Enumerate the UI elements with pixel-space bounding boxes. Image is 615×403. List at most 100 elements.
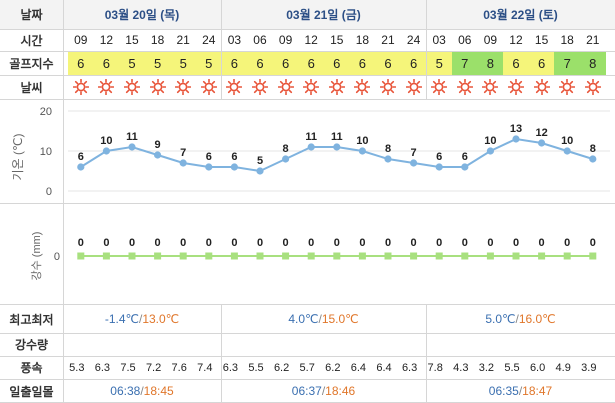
day-2-min-max: 4.0℃/15.0℃ (288, 312, 359, 326)
temperature-value-label: 6 (231, 151, 237, 163)
wind-speed-cell: 6.3 (94, 361, 111, 374)
rainfall-label: 강수량 (14, 338, 49, 352)
day-2-date: 03월 21일 (금) (286, 8, 361, 22)
column-divider (63, 0, 64, 403)
precipitation-value-label: 0 (436, 237, 442, 249)
golf-index-cell: 6 (68, 51, 94, 75)
date-header-row: 날짜 03월 20일 (목) 03월 21일 (금) 03월 22일 (토) (0, 0, 615, 29)
precipitation-point (589, 252, 597, 260)
wind-speed-cell: 6.2 (273, 361, 290, 374)
weather-cell (298, 75, 324, 99)
precipitation-point (256, 252, 264, 260)
temperature-axis-label: 기온 (℃) (11, 134, 25, 181)
temperature-chart: 기온 (℃) 0 10 20 6 10 11 9 7 6 6 5 8 11 11 10 8 7 6 6 10 13 12 1… (11, 106, 610, 198)
temperature-point (486, 147, 494, 155)
hour-cell: 09 (483, 33, 498, 47)
hour-cell: 12 (509, 33, 523, 47)
sun-icon (405, 79, 422, 95)
sun-icon (123, 79, 140, 95)
temperature-point (230, 163, 238, 171)
sun-icon (149, 79, 166, 95)
sun-icon (175, 79, 192, 95)
wind-speed-cell: 5.3 (69, 361, 85, 374)
temperature-point (128, 143, 136, 151)
wind-speed-cell: 5.7 (299, 361, 315, 374)
temperature-point (102, 147, 110, 155)
day-1-sun-times: 06:38/18:45 (110, 384, 174, 398)
hour-cell: 06 (253, 33, 267, 47)
golf-index-cell: 6 (324, 51, 350, 75)
day-2-sunset: 18:46 (325, 384, 356, 398)
day-3-sunrise: 06:35 (488, 384, 519, 398)
weather-cell (452, 75, 478, 99)
weather-cell (375, 75, 401, 99)
precipitation-point (538, 252, 546, 260)
temperature-point (77, 163, 85, 171)
precipitation-value-label: 0 (411, 237, 417, 249)
golf-index-cell: 5 (119, 51, 145, 75)
temperature-point (384, 155, 392, 163)
temperature-point (358, 147, 366, 155)
day-3-sun-times: 06:35/18:47 (488, 384, 553, 398)
weather-cell (503, 75, 529, 99)
precipitation-value-label: 0 (78, 237, 84, 249)
temperature-value-label: 8 (385, 143, 391, 155)
golf-index-cell: 5 (144, 51, 171, 75)
sun-icon (482, 79, 499, 95)
day-1-min-max: -1.4℃/13.0℃ (104, 312, 180, 326)
row-divider (0, 29, 615, 30)
row-divider (0, 75, 615, 76)
temperature-value-label: 12 (535, 127, 547, 139)
golf-index-cell: 6 (272, 51, 299, 75)
time-row: 시간 09 12 15 18 21 24 03 06 09 12 15 18 21 24 03 06 09 12 1… (0, 29, 615, 51)
precipitation-point (563, 252, 571, 260)
wind-speed-cell: 7.6 (171, 361, 187, 374)
row-divider (0, 203, 615, 204)
precipitation-value-label: 0 (334, 237, 340, 249)
day-1-sunrise: 06:38 (110, 384, 141, 398)
day-1-min: -1.4℃ (104, 312, 139, 326)
row-divider (0, 356, 615, 357)
hour-cell: 09 (278, 33, 293, 47)
precipitation-point (282, 252, 290, 260)
precipitation-value-label: 0 (539, 237, 545, 249)
wind-speed-cell: 6.4 (376, 361, 392, 374)
precipitation-point (179, 252, 187, 260)
precipitation-value-label: 0 (103, 237, 109, 249)
wind-speed-cell: 4.9 (555, 361, 571, 374)
min-max-label: 최고최저 (9, 312, 54, 327)
sun-icon (431, 79, 448, 95)
row-divider (0, 379, 615, 380)
precipitation-value-label: 0 (385, 237, 391, 249)
min-max-row: 최고최저 -1.4℃/13.0℃ 4.0℃/15.0℃ 5.0℃/16.0℃ (0, 305, 615, 333)
precipitation-point (435, 252, 443, 260)
temp-tick-label: 0 (46, 186, 52, 198)
day-3-date: 03월 22일 (토) (483, 8, 558, 22)
precipitation-value-label: 0 (487, 237, 493, 249)
day-1-date: 03월 20일 (목) (104, 8, 180, 22)
day-3-max: 16.0℃ (518, 312, 556, 326)
golf-index-cell: 6 (400, 51, 427, 75)
temperature-point (256, 167, 264, 175)
precipitation-point (461, 252, 469, 260)
precipitation-point (358, 252, 366, 260)
golf-index-cell: 6 (247, 51, 273, 75)
wind-speed-cell: 3.2 (478, 361, 495, 374)
golf-index-cell: 6 (528, 51, 555, 75)
temperature-point (179, 159, 187, 167)
column-divider (426, 304, 427, 403)
wind-speed-cell: 6.3 (222, 361, 239, 374)
precipitation-value-label: 0 (564, 237, 570, 249)
temperature-value-label: 5 (257, 155, 263, 167)
temperature-point (512, 135, 520, 143)
weather-cell (68, 75, 94, 99)
precipitation-point (486, 252, 494, 260)
precipitation-value-label: 0 (283, 237, 289, 249)
weather-cell (145, 75, 171, 99)
temperature-point (538, 139, 546, 147)
weather-cell (554, 75, 580, 99)
golf-index-cell: 6 (349, 51, 376, 75)
sun-icon (456, 79, 473, 95)
wind-row: 풍속 5.3 6.3 7.5 7.2 7.6 7.4 6.3 5.5 6.2 5.7 6.2 6.4 6… (0, 356, 615, 379)
